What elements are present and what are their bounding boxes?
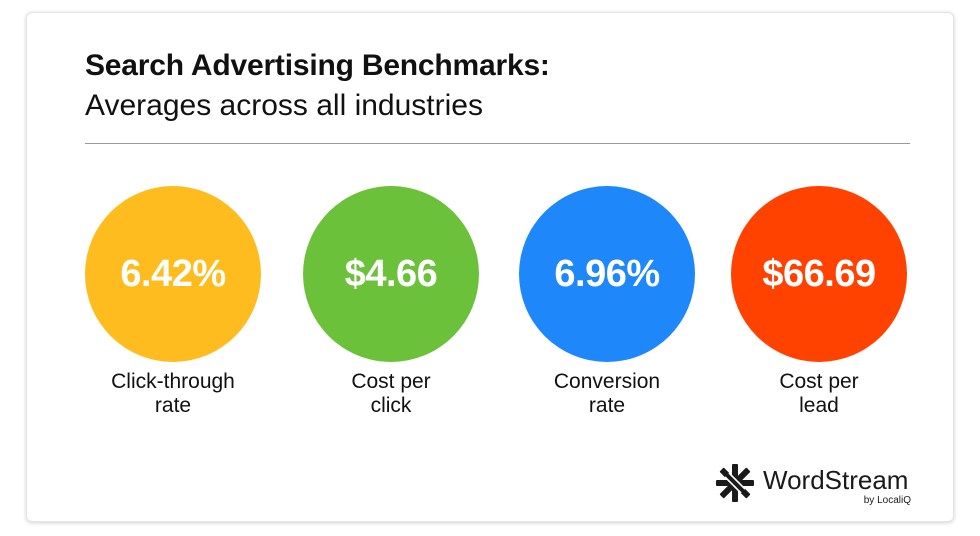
metric-circle: 6.96% xyxy=(519,186,695,362)
metric-label-line: Conversion xyxy=(553,370,661,393)
metric-conversion-rate: 6.96% Conversion rate xyxy=(519,186,695,426)
metric-label-line: Cost per xyxy=(779,370,859,393)
metric-circle: $4.66 xyxy=(303,186,479,362)
logo-tagline: by LocaliQ xyxy=(863,495,911,506)
page-title: Search Advertising Benchmarks: xyxy=(85,49,550,82)
metric-label: Cost per lead xyxy=(711,370,927,418)
metric-label-line: Cost per xyxy=(351,370,431,393)
metric-value: 6.42% xyxy=(120,252,226,295)
logo-wordmark: WordStream xyxy=(763,465,909,495)
metric-circle: $66.69 xyxy=(731,186,907,362)
metric-cost-per-click: $4.66 Cost per click xyxy=(303,186,479,426)
metric-label-line: rate xyxy=(154,394,192,417)
metric-value: 6.96% xyxy=(554,252,660,295)
metric-label: Cost per click xyxy=(283,370,499,418)
wordstream-logo: WordStream by LocaliQ xyxy=(715,463,925,513)
metric-value: $66.69 xyxy=(762,252,876,295)
metric-label-line: rate xyxy=(588,394,626,417)
metric-cost-per-lead: $66.69 Cost per lead xyxy=(731,186,907,426)
metric-label: Conversion rate xyxy=(499,370,715,418)
metric-click-through-rate: 6.42% Click-through rate xyxy=(85,186,261,426)
metric-value: $4.66 xyxy=(344,252,438,295)
metric-label-line: click xyxy=(370,394,412,417)
wordstream-star-icon xyxy=(716,464,754,502)
infographic-card: Search Advertising Benchmarks: Averages … xyxy=(26,12,954,522)
title-divider xyxy=(85,143,910,144)
metric-label: Click-through rate xyxy=(65,370,281,418)
page-subtitle: Averages across all industries xyxy=(85,89,483,122)
metric-circle: 6.42% xyxy=(85,186,261,362)
metric-label-line: Click-through xyxy=(111,370,235,393)
metric-label-line: lead xyxy=(799,394,839,417)
